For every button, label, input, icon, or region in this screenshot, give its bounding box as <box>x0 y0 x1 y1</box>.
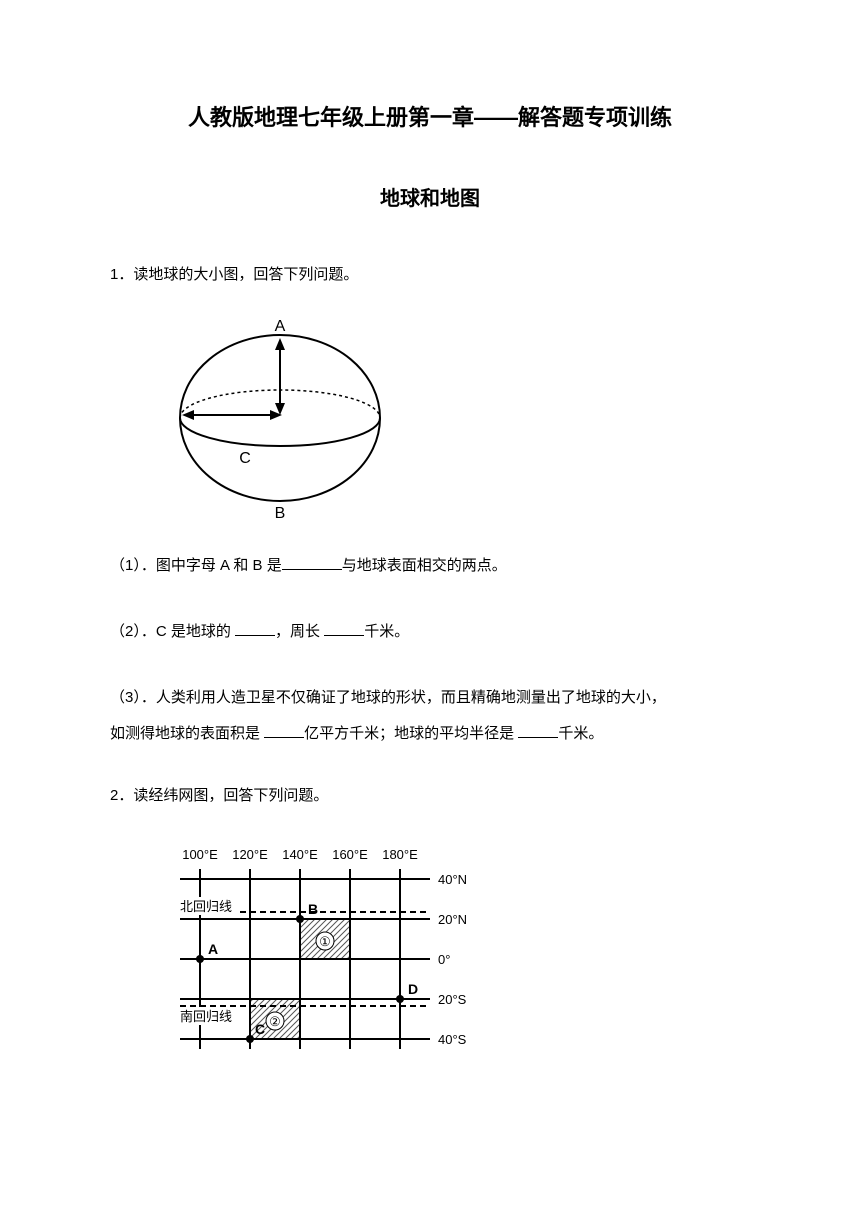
label-B: B <box>275 505 286 522</box>
tropic-south-label: 南回归线 <box>180 1009 232 1024</box>
lat-label: 20°S <box>438 992 467 1007</box>
q1-sub1: （1）．图中字母 A 和 B 是 与地球表面相交的两点。 <box>110 548 750 584</box>
q1-sub3-line1: （3）．人类利用人造卫星不仅确证了地球的形状，而且精确地测量出了地球的大小， <box>110 689 666 706</box>
blank <box>518 723 558 738</box>
tropic-north-label: 北回归线 <box>180 899 232 914</box>
point-C: C <box>255 1021 265 1037</box>
lat-label: 40°N <box>438 872 467 887</box>
q1-sub3: （3）．人类利用人造卫星不仅确证了地球的形状，而且精确地测量出了地球的大小， 如… <box>110 680 750 752</box>
point-D: D <box>408 981 418 997</box>
q1-sub1-suffix: 与地球表面相交的两点。 <box>342 557 507 574</box>
q1-sub3-a: 如测得地球的表面积是 <box>110 725 264 742</box>
point-B: B <box>308 901 318 917</box>
lon-label: 160°E <box>332 847 368 862</box>
lat-label: 40°S <box>438 1032 467 1047</box>
page-subtitle: 地球和地图 <box>110 182 750 211</box>
q1-intro: 1．读地球的大小图，回答下列问题。 <box>110 261 750 288</box>
lat-label: 20°N <box>438 912 467 927</box>
q1-sub2-suffix: 千米。 <box>364 623 409 640</box>
lon-label: 120°E <box>232 847 268 862</box>
blank <box>264 723 304 738</box>
q1-sub1-prefix: （1）．图中字母 A 和 B 是 <box>110 557 282 574</box>
q1-sub2-prefix: （2）．C 是地球的 <box>110 623 235 640</box>
q1-sub3-c: 千米。 <box>558 725 603 742</box>
lat-label: 0° <box>438 952 450 967</box>
lon-label: 180°E <box>382 847 418 862</box>
blank <box>282 555 342 570</box>
lon-label: 140°E <box>282 847 318 862</box>
point-A: A <box>208 941 218 957</box>
earth-figure: A B C <box>160 313 750 523</box>
region-2: ② <box>269 1014 281 1029</box>
q1-sub2: （2）．C 是地球的 ，周长 千米。 <box>110 614 750 650</box>
lon-label: 100°E <box>182 847 218 862</box>
blank <box>324 621 364 636</box>
q1-sub2-mid: ，周长 <box>275 623 324 640</box>
label-C: C <box>239 450 251 467</box>
label-A: A <box>275 318 286 335</box>
page-title: 人教版地理七年级上册第一章——解答题专项训练 <box>110 100 750 132</box>
blank <box>235 621 275 636</box>
q1-sub3-b: 亿平方千米；地球的平均半径是 <box>304 725 518 742</box>
latlon-grid-figure: 100°E 120°E 140°E 160°E 180°E 40°N 20°N … <box>160 834 750 1074</box>
region-1: ① <box>319 934 331 949</box>
q2-intro: 2．读经纬网图，回答下列问题。 <box>110 782 750 809</box>
